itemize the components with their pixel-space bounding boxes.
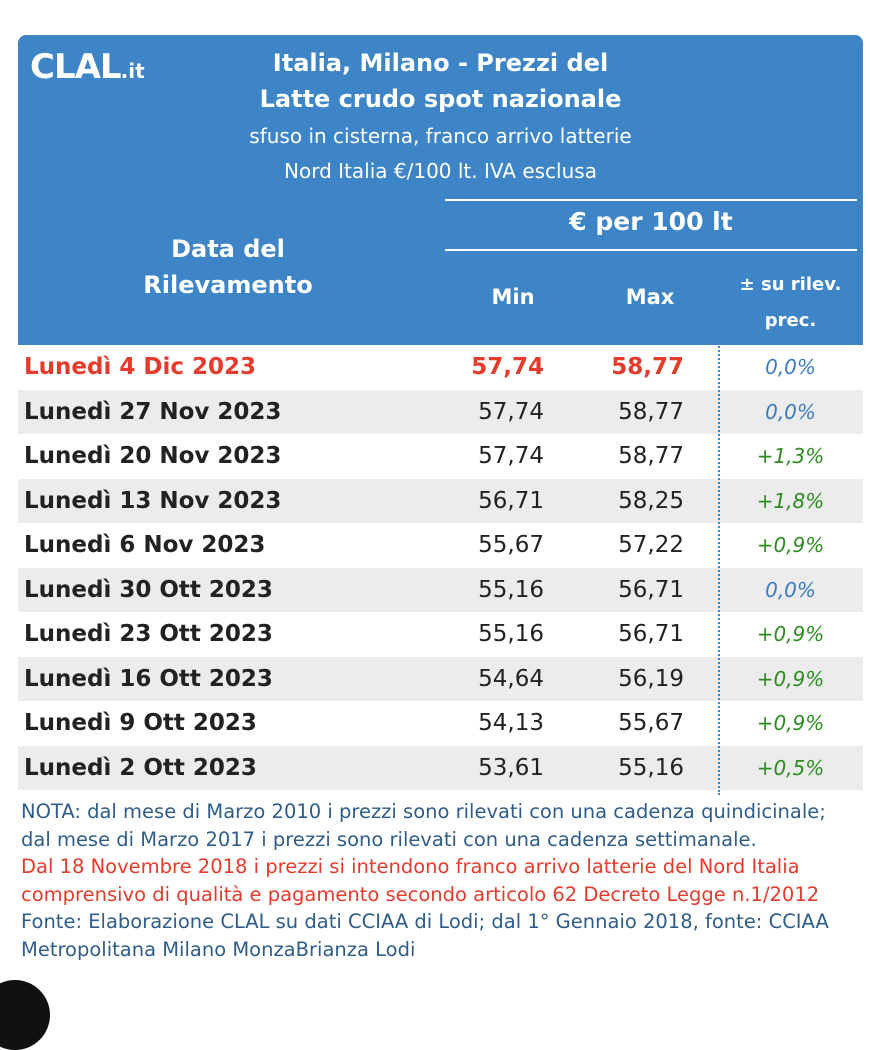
- subtitle-line-2: Nord Italia €/100 lt. IVA esclusa: [284, 159, 597, 183]
- table-row: Lunedì 6 Nov 2023 55,67 57,22 +0,9%: [18, 523, 863, 568]
- row-change: 0,0%: [765, 355, 816, 379]
- change-column-header: ± su rilev. prec.: [718, 267, 863, 339]
- column-divider: [718, 255, 720, 795]
- footnotes: NOTA: dal mese di Marzo 2010 i prezzi so…: [21, 798, 861, 963]
- row-max: 55,16: [618, 754, 684, 781]
- clal-logo[interactable]: CLAL.it: [30, 47, 145, 87]
- change-header-line-2: prec.: [764, 310, 817, 331]
- row-max: 58,77: [618, 443, 684, 469]
- note-text: NOTA: dal mese di Marzo 2010 i prezzi so…: [21, 800, 826, 851]
- row-max: 56,71: [618, 621, 684, 647]
- row-max: 56,71: [618, 576, 684, 603]
- row-change: +1,8%: [756, 488, 825, 513]
- price-table-card: CLAL.it Italia, Milano - Prezzi del Latt…: [18, 35, 863, 795]
- row-min: 56,71: [478, 487, 544, 514]
- unit-header: € per 100 lt: [569, 207, 733, 236]
- date-column-header: Data del Rilevamento: [108, 231, 348, 303]
- table-row: Lunedì 9 Ott 2023 54,13 55,67 +0,9%: [18, 701, 863, 746]
- row-change: +1,3%: [756, 444, 825, 468]
- row-date: Lunedì 27 Nov 2023: [24, 398, 282, 425]
- row-change: 0,0%: [765, 399, 816, 424]
- floating-button[interactable]: [0, 980, 50, 1050]
- table-body: Lunedì 4 Dic 2023 57,74 58,77 0,0% Luned…: [18, 345, 863, 790]
- row-min: 55,67: [478, 532, 544, 558]
- row-change: +0,9%: [756, 666, 825, 691]
- row-change: +0,5%: [756, 755, 825, 780]
- row-change: 0,0%: [765, 577, 816, 602]
- row-date: Lunedì 6 Nov 2023: [24, 532, 266, 558]
- title-line-1: Italia, Milano - Prezzi del: [272, 49, 609, 77]
- table-row: Lunedì 20 Nov 2023 57,74 58,77 +1,3%: [18, 434, 863, 479]
- table-title: Italia, Milano - Prezzi del Latte crudo …: [168, 45, 713, 117]
- row-date: Lunedì 16 Ott 2023: [24, 665, 273, 692]
- row-min: 54,64: [478, 665, 544, 692]
- table-row: Lunedì 16 Ott 2023 54,64 56,19 +0,9%: [18, 656, 863, 701]
- row-max: 56,19: [618, 665, 684, 692]
- row-date: Lunedì 13 Nov 2023: [24, 487, 282, 514]
- date-header-line-2: Rilevamento: [143, 271, 313, 299]
- min-column-header: Min: [491, 285, 535, 309]
- row-date: Lunedì 20 Nov 2023: [24, 443, 282, 469]
- row-date: Lunedì 4 Dic 2023: [24, 354, 256, 380]
- row-min: 54,13: [478, 710, 544, 736]
- row-date: Lunedì 30 Ott 2023: [24, 576, 273, 603]
- title-line-2: Latte crudo spot nazionale: [259, 85, 622, 113]
- row-min: 57,74: [471, 354, 544, 380]
- row-min: 53,61: [478, 754, 544, 781]
- table-row: Lunedì 13 Nov 2023 56,71 58,25 +1,8%: [18, 478, 863, 523]
- row-change: +0,9%: [756, 533, 825, 557]
- row-min: 55,16: [478, 621, 544, 647]
- row-min: 57,74: [478, 443, 544, 469]
- row-max: 55,67: [618, 710, 684, 736]
- header-divider-top: [445, 199, 857, 201]
- table-row: Lunedì 4 Dic 2023 57,74 58,77 0,0%: [18, 345, 863, 390]
- logo-suffix: .it: [120, 59, 145, 83]
- table-subtitle: sfuso in cisterna, franco arrivo latteri…: [168, 119, 713, 189]
- row-min: 55,16: [478, 576, 544, 603]
- table-row: Lunedì 30 Ott 2023 55,16 56,71 0,0%: [18, 567, 863, 612]
- table-header: CLAL.it Italia, Milano - Prezzi del Latt…: [18, 35, 863, 345]
- row-change: +0,9%: [756, 622, 825, 646]
- row-change: +0,9%: [756, 711, 825, 735]
- row-max: 58,77: [618, 398, 684, 425]
- date-header-line-1: Data del: [171, 235, 285, 263]
- red-note-text: Dal 18 Novembre 2018 i prezzi si intendo…: [21, 855, 820, 906]
- table-row: Lunedì 27 Nov 2023 57,74 58,77 0,0%: [18, 389, 863, 434]
- change-header-line-1: ± su rilev.: [739, 274, 842, 295]
- table-row: Lunedì 23 Ott 2023 55,16 56,71 +0,9%: [18, 612, 863, 657]
- row-max: 57,22: [618, 532, 684, 558]
- row-max: 58,25: [618, 487, 684, 514]
- row-min: 57,74: [478, 398, 544, 425]
- row-date: Lunedì 9 Ott 2023: [24, 710, 257, 736]
- row-date: Lunedì 23 Ott 2023: [24, 621, 273, 647]
- row-date: Lunedì 2 Ott 2023: [24, 754, 257, 781]
- logo-main: CLAL: [30, 47, 122, 87]
- row-max: 58,77: [611, 354, 684, 380]
- subtitle-line-1: sfuso in cisterna, franco arrivo latteri…: [249, 124, 632, 148]
- max-column-header: Max: [625, 285, 675, 309]
- table-row: Lunedì 2 Ott 2023 53,61 55,16 +0,5%: [18, 745, 863, 790]
- header-divider-bottom: [445, 249, 857, 251]
- source-text: Fonte: Elaborazione CLAL su dati CCIAA d…: [21, 910, 829, 961]
